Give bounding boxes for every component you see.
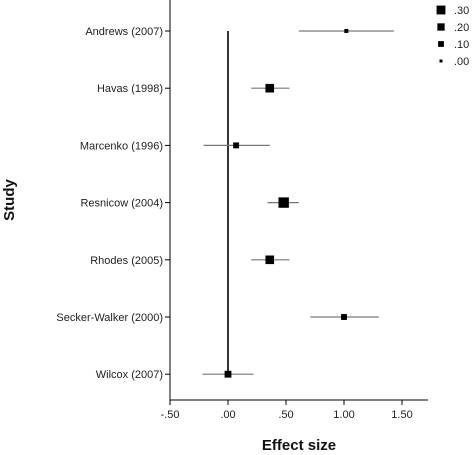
plot-frame	[169, 0, 428, 401]
x-tick-label: 1.00	[333, 409, 354, 421]
legend-label: .20	[454, 22, 469, 34]
effect-marker	[233, 142, 240, 149]
legend-marker	[436, 5, 446, 15]
y-axis-title: Study	[1, 179, 18, 221]
study-label: Andrews (2007)	[85, 26, 163, 38]
legend-marker	[438, 41, 444, 47]
effect-marker	[278, 197, 289, 208]
x-tick-label: -.50	[161, 409, 180, 421]
legend: .30 .20 .10 .00	[436, 5, 469, 68]
legend-label: .10	[454, 39, 469, 51]
legend-label: .30	[454, 5, 469, 17]
y-axis-ticks: Andrews (2007) Havas (1998) Marcenko (1996…	[56, 26, 170, 381]
effect-marker	[265, 255, 275, 265]
x-axis-ticks: -.50 .00 .50 1.00 1.50	[161, 400, 413, 421]
study-label: Resnicow (2004)	[80, 198, 163, 210]
legend-marker	[439, 59, 443, 63]
study-label: Rhodes (2005)	[90, 255, 163, 267]
legend-marker	[437, 23, 445, 31]
x-axis-title: Effect size	[262, 437, 336, 454]
effect-marker	[265, 83, 275, 93]
x-tick-label: 1.50	[391, 409, 412, 421]
effect-marker	[224, 370, 232, 378]
study-label: Secker-Walker (2000)	[56, 312, 163, 324]
study-marks	[202, 29, 394, 378]
x-tick-label: .00	[220, 409, 235, 421]
effect-marker	[341, 314, 347, 320]
legend-label: .00	[454, 56, 469, 68]
study-label: Wilcox (2007)	[96, 369, 163, 381]
effect-marker	[344, 29, 349, 33]
x-tick-label: .50	[278, 409, 293, 421]
study-label: Marcenko (1996)	[80, 140, 163, 152]
study-label: Havas (1998)	[97, 83, 163, 95]
